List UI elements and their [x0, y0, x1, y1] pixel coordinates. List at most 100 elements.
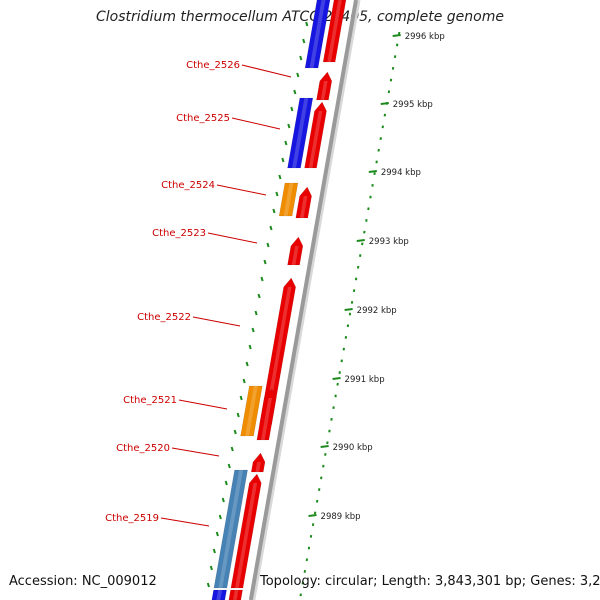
inner-ring-dot — [305, 21, 309, 27]
inner-ring-dot — [251, 327, 255, 333]
ruler-tick-label: 2993 kbp — [369, 237, 409, 247]
inner-ring-dot — [290, 106, 294, 112]
inner-ring-dot — [227, 463, 231, 469]
gene-label: Cthe_2525 — [176, 113, 230, 124]
backbone-line — [248, 0, 358, 600]
feature-red-2520 — [250, 452, 266, 473]
gene-leader-line — [216, 184, 267, 196]
ruler-tick-label: 2990 kbp — [333, 443, 373, 453]
inner-ring-dot — [218, 514, 222, 520]
gene-leader-line — [241, 64, 292, 78]
gene-label: Cthe_2523 — [152, 228, 206, 239]
feature-blue-bottom — [211, 589, 227, 600]
inner-ring-dot — [212, 548, 216, 554]
feature-red-2526 — [316, 71, 333, 101]
inner-ring-dot — [236, 412, 240, 418]
inner-ring-dot — [263, 259, 267, 265]
ruler-major-tick — [368, 170, 377, 173]
gene-label: Cthe_2526 — [186, 60, 240, 71]
feature-orange-2521-highlight — [245, 386, 258, 436]
ruler-tick-label: 2994 kbp — [381, 168, 421, 178]
gene-leader-line — [160, 517, 210, 527]
feature-red-bottom — [228, 589, 243, 600]
feature-red-top-highlight — [327, 0, 342, 62]
feature-blue-top-highlight — [309, 0, 326, 68]
inner-ring-dot — [260, 276, 264, 282]
feature-red-2523-highlight — [291, 246, 299, 265]
ruler-tick-label: 2992 kbp — [357, 306, 397, 316]
feature-red-2523 — [287, 236, 304, 266]
ruler-tick-label: 2989 kbp — [321, 512, 361, 522]
inner-ring-dot — [230, 446, 234, 452]
feature-red-2519 — [230, 473, 262, 589]
inner-ring-dot — [266, 242, 270, 248]
inner-ring-dot — [248, 344, 252, 350]
feature-blue-bottom-highlight — [216, 590, 223, 600]
gene-leader-line — [231, 117, 281, 130]
inner-ring-dot — [245, 361, 249, 367]
feature-steel-2519-highlight — [218, 470, 244, 588]
ruler-tick-label: 2995 kbp — [393, 100, 433, 110]
feature-blue-top — [304, 0, 331, 69]
ruler-major-tick — [320, 445, 329, 448]
inner-ring-dot — [272, 208, 276, 214]
inner-ring-dot — [257, 293, 261, 299]
inner-ring-dot — [224, 480, 228, 486]
gene-label: Cthe_2520 — [116, 443, 170, 454]
inner-ring-dot — [296, 72, 300, 78]
inner-ring-dot — [233, 429, 237, 435]
feature-blue-2525-highlight — [292, 98, 309, 168]
gene-label: Cthe_2524 — [161, 180, 215, 191]
inner-ring-dot — [293, 89, 297, 95]
accession-label: Accession: NC_009012 — [9, 574, 157, 589]
ruler-tick-label: 2996 kbp — [405, 32, 445, 42]
backbone-shadow — [252, 0, 361, 600]
inner-ring-dot — [275, 191, 279, 197]
ruler-major-tick — [356, 239, 365, 242]
feature-red-2524-highlight — [299, 196, 308, 218]
inner-ring-dot — [281, 157, 285, 163]
ruler-tick-label: 2991 kbp — [345, 375, 385, 385]
gene-leader-line — [192, 316, 241, 327]
inner-ring-dot — [302, 38, 306, 44]
inner-ring-dot — [269, 225, 273, 231]
ruler-major-tick — [380, 102, 389, 105]
inner-ring-dot — [242, 378, 246, 384]
ruler-major-tick — [392, 34, 401, 37]
inner-ring-dot — [221, 497, 225, 503]
feature-red-2525 — [304, 101, 327, 169]
inner-ring-dot — [278, 174, 282, 180]
feature-red-2519-highlight — [235, 483, 258, 588]
inner-ring-dot — [215, 531, 219, 537]
feature-red-2521-highlight — [261, 398, 273, 440]
feature-orange-2524 — [278, 182, 299, 217]
gene-leader-line — [178, 399, 228, 410]
topology-label: Topology: circular; Length: 3,843,301 bp… — [260, 574, 600, 589]
feature-red-2526-highlight — [320, 81, 328, 100]
inner-ring-dot — [284, 140, 288, 146]
inner-ring-dot — [299, 55, 303, 61]
feature-orange-2524-highlight — [283, 183, 294, 216]
feature-orange-2521 — [240, 385, 263, 437]
inner-ring-dot — [287, 123, 291, 129]
gene-leader-line — [207, 232, 258, 244]
feature-steel-2519 — [213, 469, 248, 589]
inner-ring-dot — [209, 565, 213, 571]
inner-ring-dot — [254, 310, 258, 316]
ruler-major-tick — [332, 377, 341, 380]
inner-ring-dot — [239, 395, 243, 401]
gene-label: Cthe_2521 — [123, 395, 177, 406]
feature-red-2521 — [256, 388, 277, 441]
feature-red-2520-highlight — [255, 462, 261, 472]
gene-label: Cthe_2522 — [137, 312, 191, 323]
gene-label: Cthe_2519 — [105, 513, 159, 524]
feature-red-2524 — [295, 186, 312, 219]
gene-leader-line — [171, 447, 220, 457]
feature-red-bottom-highlight — [233, 590, 239, 600]
map-title: Clostridium thermocellum ATCC 27405, com… — [96, 9, 504, 25]
ruler-major-tick — [344, 308, 353, 311]
feature-red-2525-highlight — [308, 111, 323, 168]
feature-red-top — [322, 0, 347, 63]
